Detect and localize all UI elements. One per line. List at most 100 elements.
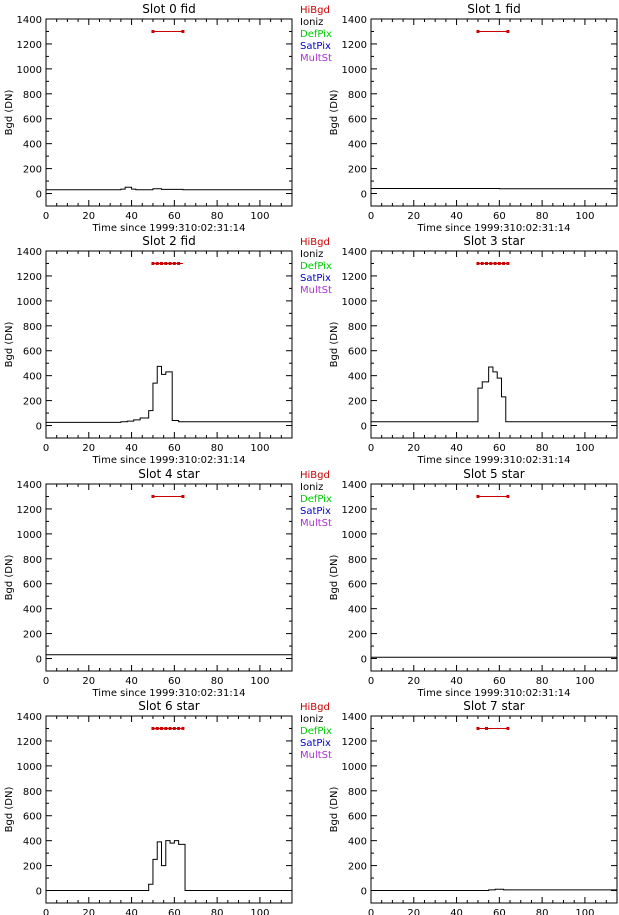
y-tick-label: 1200 <box>17 505 42 516</box>
hibgd-marker <box>164 726 168 730</box>
y-tick-label: 200 <box>348 397 367 408</box>
hibgd-marker <box>151 726 155 730</box>
x-tick-label: 80 <box>211 676 224 687</box>
legend-entry-hibgd: HiBgd <box>300 5 330 16</box>
x-tick-label: 40 <box>125 908 138 915</box>
plot-frame <box>45 483 293 672</box>
hibgd-marker <box>177 261 181 265</box>
x-tick-label: 80 <box>211 443 224 454</box>
legend-entry-ioniz: Ioniz <box>300 482 323 493</box>
hibgd-marker <box>506 726 510 730</box>
legend-entry-satpix: SatPix <box>300 41 331 52</box>
y-tick-label: 1000 <box>342 65 367 76</box>
legend-entry-ioniz: Ioniz <box>300 714 323 725</box>
legend-entry-defpix: DefPix <box>300 726 332 737</box>
y-tick-label: 600 <box>348 115 367 126</box>
x-tick-label: 40 <box>450 211 463 222</box>
y-tick-label: 1400 <box>342 712 367 723</box>
y-tick-label: 400 <box>348 372 367 383</box>
y-tick-label: 0 <box>36 190 42 201</box>
y-tick-label: 0 <box>361 190 367 201</box>
x-axis-label: Time since 1999:310:02:31:14 <box>92 455 246 466</box>
x-tick-label: 60 <box>168 211 181 222</box>
hibgd-marker <box>476 29 480 33</box>
x-tick-label: 100 <box>250 908 269 915</box>
hibgd-marker <box>506 29 510 33</box>
y-tick-label: 200 <box>23 862 42 873</box>
plot-frame <box>370 18 618 207</box>
x-tick-label: 100 <box>575 676 594 687</box>
y-tick-label: 0 <box>361 422 367 433</box>
y-axis-label: Bgd (DN) <box>329 555 340 601</box>
y-tick-label: 600 <box>348 812 367 823</box>
y-axis-label: Bgd (DN) <box>4 787 15 833</box>
x-tick-label: 60 <box>493 443 506 454</box>
legend-entry-defpix: DefPix <box>300 29 332 40</box>
hibgd-marker <box>181 726 185 730</box>
legend-entry-hibgd: HiBgd <box>300 470 330 481</box>
y-tick-label: 800 <box>348 787 367 798</box>
y-tick-label: 1200 <box>17 737 42 748</box>
x-tick-label: 80 <box>536 908 549 915</box>
y-tick-label: 400 <box>23 140 42 151</box>
legend-entry-multst: MultSt <box>300 53 332 64</box>
x-tick-label: 60 <box>493 676 506 687</box>
hibgd-marker <box>160 261 164 265</box>
y-tick-label: 1000 <box>17 297 42 308</box>
y-tick-label: 1000 <box>342 530 367 541</box>
hibgd-marker <box>172 261 176 265</box>
x-tick-label: 100 <box>250 676 269 687</box>
y-tick-label: 800 <box>23 787 42 798</box>
hibgd-marker <box>160 726 164 730</box>
y-tick-label: 1200 <box>342 505 367 516</box>
x-axis-label: Time since 1999:310:02:31:14 <box>417 223 571 234</box>
x-tick-label: 20 <box>82 908 95 915</box>
y-tick-label: 600 <box>23 812 42 823</box>
x-tick-label: 60 <box>168 443 181 454</box>
y-tick-label: 600 <box>23 347 42 358</box>
hibgd-marker <box>164 261 168 265</box>
legend-entry-ioniz: Ioniz <box>300 17 323 28</box>
panel-title: Slot 5 star <box>463 467 525 481</box>
y-axis-label: Bgd (DN) <box>4 90 15 136</box>
y-tick-label: 1400 <box>17 480 42 491</box>
x-tick-label: 60 <box>168 676 181 687</box>
hibgd-marker <box>476 261 480 265</box>
y-tick-label: 1200 <box>17 272 42 283</box>
hibgd-marker <box>155 261 159 265</box>
x-axis-label: Time since 1999:310:02:31:14 <box>92 223 246 234</box>
legend-entry-hibgd: HiBgd <box>300 702 330 713</box>
x-tick-label: 60 <box>493 908 506 915</box>
y-tick-label: 600 <box>23 580 42 591</box>
legend-entry-satpix: SatPix <box>300 273 331 284</box>
y-tick-label: 400 <box>348 605 367 616</box>
panel-title: Slot 3 star <box>463 234 525 248</box>
y-tick-label: 200 <box>23 165 42 176</box>
y-tick-label: 400 <box>23 372 42 383</box>
x-tick-label: 40 <box>450 908 463 915</box>
y-tick-label: 0 <box>36 887 42 898</box>
y-tick-label: 400 <box>23 605 42 616</box>
y-tick-label: 1400 <box>342 15 367 26</box>
series-line <box>371 366 617 423</box>
series-line <box>46 840 292 892</box>
x-tick-label: 0 <box>43 443 49 454</box>
plot-frame <box>370 715 618 904</box>
y-tick-label: 1400 <box>342 247 367 258</box>
x-tick-label: 40 <box>125 443 138 454</box>
y-tick-label: 600 <box>348 580 367 591</box>
legend-entry-satpix: SatPix <box>300 738 331 749</box>
x-tick-label: 20 <box>407 211 420 222</box>
y-tick-label: 1000 <box>342 762 367 773</box>
x-tick-label: 0 <box>43 908 49 915</box>
panel-title: Slot 1 fid <box>467 2 520 16</box>
hibgd-marker <box>151 29 155 33</box>
y-tick-label: 600 <box>348 347 367 358</box>
